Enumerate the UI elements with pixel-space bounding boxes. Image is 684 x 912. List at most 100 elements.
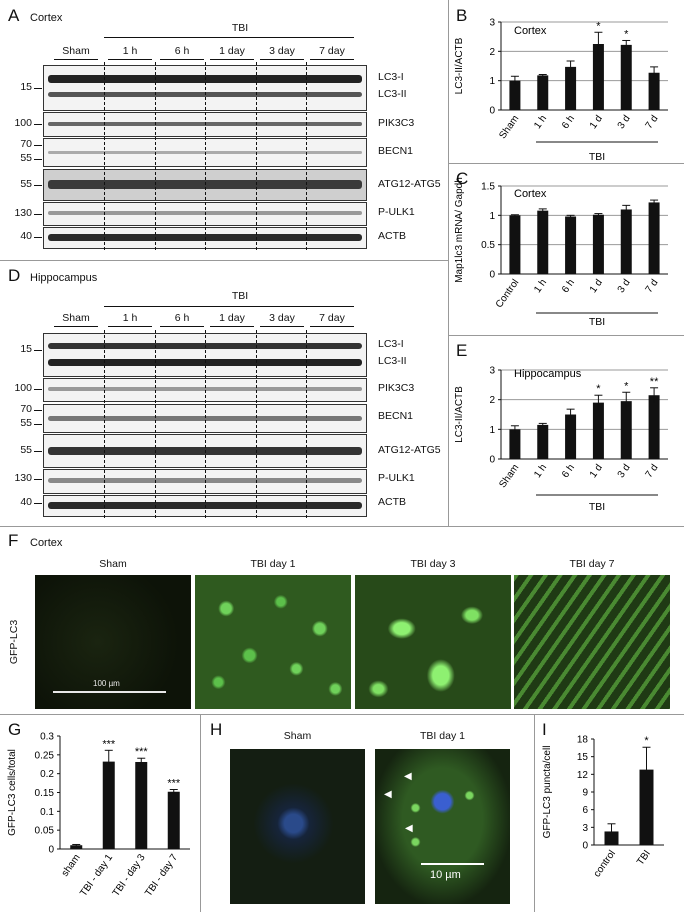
category-label: 3 d <box>616 277 633 295</box>
category-label: 7 d <box>644 113 661 131</box>
mw-marker: 70 <box>20 138 32 150</box>
group-label: TBI <box>589 316 605 328</box>
divider <box>448 163 684 164</box>
divider <box>200 714 201 912</box>
group-underline <box>108 59 152 60</box>
y-tick-label: 0.15 <box>35 788 55 799</box>
protein-label: LC3-II <box>378 355 407 367</box>
y-tick-label: 6 <box>582 805 588 816</box>
bar <box>537 210 549 274</box>
scale-bar <box>421 863 484 865</box>
protein-label: BECN1 <box>378 410 414 422</box>
micrograph-sham: 100 µm <box>35 575 191 709</box>
mw-marker: 55 <box>20 178 32 190</box>
significance-star: * <box>644 735 649 747</box>
y-tick-label: 1 <box>489 76 495 87</box>
significance-star: *** <box>167 777 181 789</box>
category-label: TBI - day 1 <box>78 852 115 899</box>
scale-bar-label: 10 µm <box>430 869 461 881</box>
mw-marker: 130 <box>14 472 32 484</box>
chart-inner-title: Cortex <box>514 25 547 37</box>
category-label: TBI - day 3 <box>111 852 148 899</box>
bar <box>537 424 549 459</box>
mw-tick <box>34 237 42 238</box>
category-label: 6 h <box>560 113 577 131</box>
divider <box>0 260 448 261</box>
mw-marker: 15 <box>20 343 32 355</box>
micrograph-h-tbi-day-1: ◀ ◀ ◀ 10 µm <box>375 749 510 904</box>
y-tick-label: 3 <box>582 823 588 834</box>
protein-label: ACTB <box>378 230 407 242</box>
category-label: 1 d <box>588 462 605 480</box>
group-label: Sham <box>62 312 90 324</box>
chart-inner-title: Cortex <box>514 188 547 200</box>
panel-letter: E <box>456 341 468 360</box>
significance-star: * <box>624 380 629 392</box>
mw-tick <box>34 185 42 186</box>
y-tick-label: 0.05 <box>35 826 55 837</box>
bar <box>620 209 632 274</box>
scale-bar <box>53 691 166 693</box>
protein-label: P-ULK1 <box>378 472 415 484</box>
y-tick-label: 3 <box>489 18 495 29</box>
category-label: 6 h <box>560 277 577 295</box>
group-underline <box>310 59 354 60</box>
scale-bar-label: 100 µm <box>93 679 120 688</box>
category-label: 1 d <box>588 113 605 131</box>
bar <box>592 44 604 110</box>
bar <box>565 66 577 110</box>
bar <box>509 429 521 459</box>
mw-marker: 70 <box>20 403 32 415</box>
group-underline <box>260 326 304 327</box>
mw-marker: 55 <box>20 152 32 164</box>
y-tick-label: 1 <box>489 425 495 436</box>
group-label: 1 day <box>219 45 245 57</box>
significance-star: * <box>596 20 601 32</box>
image-title: Sham <box>283 730 312 742</box>
image-title: Sham <box>99 558 127 570</box>
mw-tick <box>34 451 42 452</box>
protein-label: LC3-I <box>378 71 404 83</box>
region-label: Cortex <box>30 12 63 24</box>
category-label: 1 h <box>532 113 549 131</box>
chart-inner-title: Hippocampus <box>514 368 582 380</box>
bar <box>167 791 180 849</box>
micrograph-tbi-day-3 <box>355 575 511 709</box>
micrograph-tbi-day-7 <box>514 575 670 709</box>
y-tick-label: 2 <box>489 47 495 58</box>
mw-tick <box>34 424 42 425</box>
group-label: 1 h <box>122 45 138 57</box>
lane-dividers <box>43 62 365 250</box>
mw-tick <box>34 389 42 390</box>
category-label: 7 d <box>644 277 661 295</box>
panel-letter: C <box>456 169 469 188</box>
bar <box>620 401 632 459</box>
bar <box>537 75 549 110</box>
significance-star: *** <box>102 738 116 750</box>
category-label: TBI <box>635 848 653 867</box>
panel-letter: F <box>8 531 19 550</box>
tbi-bracket <box>104 37 354 38</box>
group-underline <box>260 59 304 60</box>
mw-marker: 40 <box>20 496 32 508</box>
bar <box>592 214 604 274</box>
y-axis-label: Map1lc3 mRNA/ Gapdh <box>454 177 465 283</box>
dash <box>256 330 257 518</box>
dash <box>155 62 156 250</box>
bar <box>102 761 115 849</box>
category-label: 7 d <box>644 462 661 480</box>
divider <box>0 714 684 715</box>
bar <box>565 216 577 274</box>
panel-letter: G <box>8 720 22 739</box>
dash <box>205 330 206 518</box>
group-label: 3 day <box>269 312 295 324</box>
panel-letter: I <box>542 720 547 739</box>
group-underline <box>160 326 204 327</box>
protein-label: PIK3C3 <box>378 117 415 129</box>
mw-marker: 55 <box>20 417 32 429</box>
divider <box>534 714 535 912</box>
dash <box>205 62 206 250</box>
mw-tick <box>34 159 42 160</box>
tbi-label: TBI <box>231 22 249 34</box>
chart-i: 0 3 6 9 12 15 18 GFP-LC3 puncta/cell control * TBI <box>542 735 664 879</box>
